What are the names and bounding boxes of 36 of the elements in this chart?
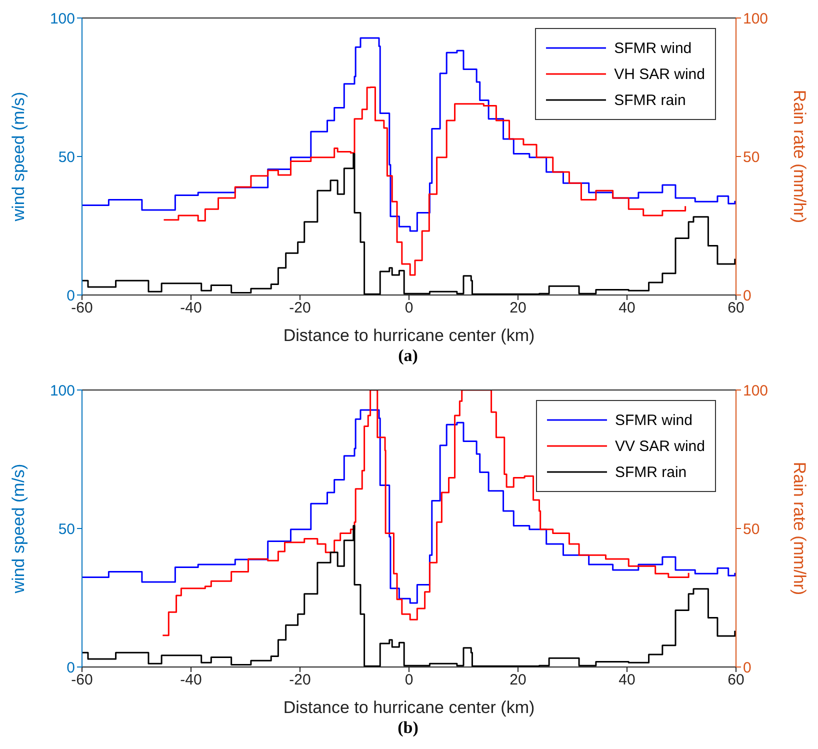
- legend-label: VH SAR wind: [614, 66, 705, 82]
- y-axis-title: wind speed (m/s): [9, 464, 28, 594]
- x-tick-label: 20: [510, 300, 526, 317]
- x-tick-label: 60: [728, 300, 744, 317]
- legend-label: SFMR rain: [614, 92, 686, 108]
- y2-tick-label: 50: [743, 520, 760, 538]
- x-tick-label: 40: [618, 672, 636, 689]
- x-tick-label: 0: [404, 672, 414, 689]
- x-tick-label: 60: [728, 672, 744, 689]
- x-axis-title: Distance to hurricane center (km): [283, 698, 535, 717]
- y2-tick-label: 0: [743, 287, 752, 304]
- x-tick-label: -40: [180, 300, 202, 317]
- y-tick-label: 50: [58, 520, 75, 538]
- x-tick-label: -20: [289, 672, 311, 689]
- legend-label: SFMR wind: [614, 40, 692, 56]
- y2-axis-title: Rain rate (mm/hr): [790, 462, 809, 596]
- x-tick-label: 20: [510, 672, 526, 689]
- x-tick-label: -40: [180, 672, 202, 689]
- legend-label: SFMR wind: [614, 412, 692, 428]
- y2-tick-label: 0: [743, 659, 752, 676]
- y-tick-label: 100: [50, 10, 75, 28]
- y-tick-label: 50: [58, 148, 75, 166]
- text: (a): [397, 346, 419, 366]
- legend-label: SFMR rain: [614, 464, 687, 480]
- legend-label: VV SAR wind: [614, 438, 705, 454]
- x-tick-label: 0: [404, 300, 414, 317]
- y2-tick-label: 50: [743, 148, 760, 166]
- y2-tick-label: 100: [743, 382, 768, 400]
- x-axis-title: Distance to hurricane center (km): [283, 326, 535, 345]
- y2-axis-title: Rain rate (mm/hr): [790, 90, 809, 224]
- text: (b): [396, 718, 420, 738]
- y-axis-title: wind speed (m/s): [9, 92, 28, 222]
- y-tick-label: 100: [50, 382, 75, 400]
- x-tick-label: -20: [289, 300, 311, 317]
- x-tick-label: 40: [618, 300, 636, 317]
- y2-tick-label: 100: [743, 10, 768, 28]
